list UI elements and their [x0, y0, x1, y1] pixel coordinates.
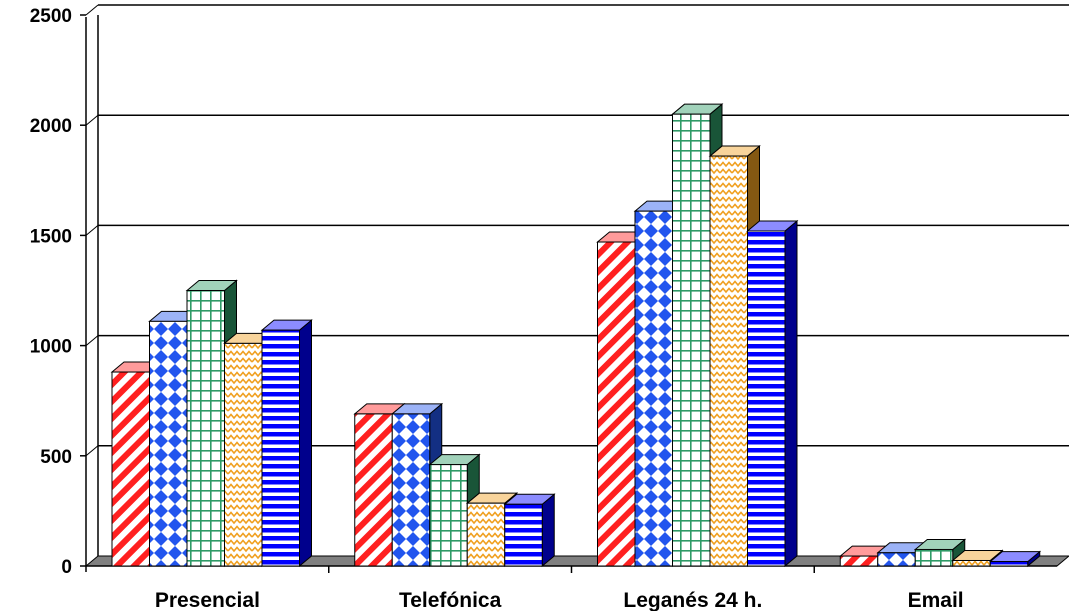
bar-front: [504, 503, 543, 567]
y-tick-label: 0: [61, 557, 72, 578]
bar-front: [186, 290, 225, 567]
y-tick-label: 500: [40, 447, 72, 468]
y-tick-label: 1500: [30, 226, 72, 247]
bar-side: [541, 493, 555, 568]
bar-front: [261, 329, 300, 567]
bar-front: [877, 552, 916, 567]
bar: [988, 550, 1042, 568]
gridline-diagonal: [85, 445, 99, 457]
bar-front: [597, 241, 636, 567]
bar-front: [839, 555, 879, 567]
gridline-diagonal: [85, 4, 99, 16]
bar-side: [299, 319, 312, 568]
bar-front: [466, 502, 506, 567]
y-tick-label: 2500: [30, 6, 72, 27]
bar-front: [952, 559, 991, 567]
bar-front: [149, 320, 188, 567]
bar-front: [224, 342, 263, 567]
bar-front: [429, 464, 468, 567]
bar-front: [391, 413, 431, 567]
bar: [503, 493, 556, 568]
y-tick-label: 2000: [30, 116, 72, 137]
gridline-diagonal: [85, 114, 99, 126]
gridline-diagonal: [85, 335, 99, 346]
y-tick-label: 1000: [30, 337, 72, 358]
bar-side: [784, 219, 798, 568]
bar-front: [709, 155, 748, 567]
gridline-diagonal: [85, 225, 99, 236]
bar-front: [672, 113, 711, 567]
bar: [746, 219, 799, 568]
bar-front: [989, 561, 1029, 567]
bar-front: [747, 230, 786, 567]
bar: [260, 319, 313, 568]
bar-front: [354, 413, 393, 567]
x-category-label: Telefónica: [399, 589, 502, 611]
bars: [110, 103, 1042, 568]
x-category-label: Presencial: [155, 589, 260, 611]
bar-front: [914, 548, 954, 567]
bar-front: [111, 371, 150, 567]
x-category-label: Email: [908, 589, 964, 611]
x-category-label: Leganés 24 h.: [623, 589, 762, 611]
labels: 0 500 1000 1500 2000 2500 Presencial Telefónica…: [30, 6, 964, 611]
bar-front: [634, 210, 673, 567]
